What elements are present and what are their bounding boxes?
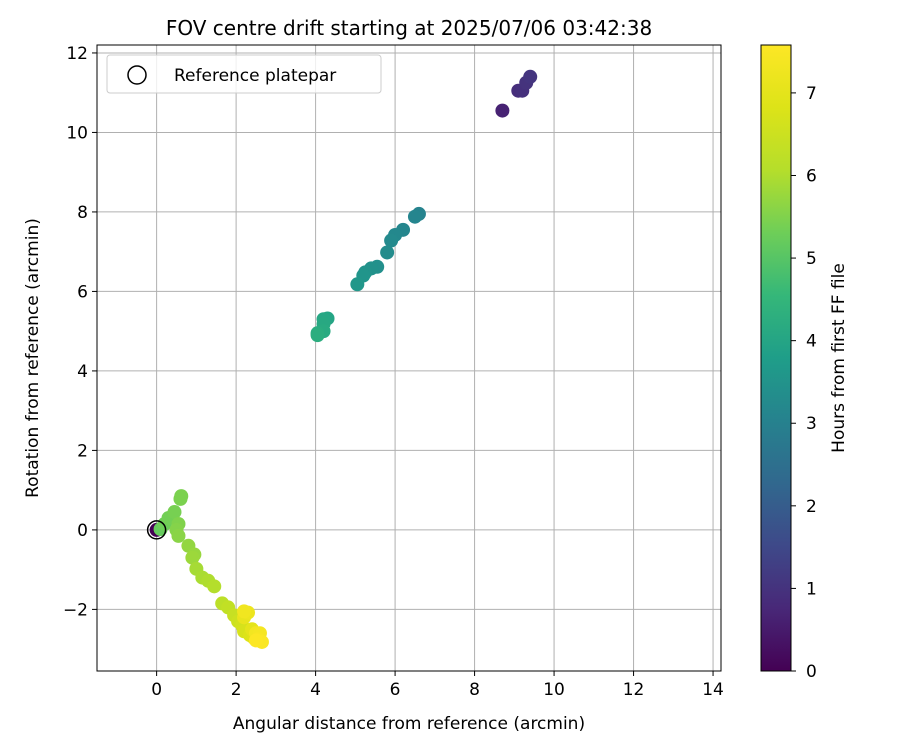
data-point bbox=[407, 209, 422, 224]
colorbar-frame bbox=[760, 44, 792, 672]
x-tick-label: 10 bbox=[543, 680, 565, 700]
data-point bbox=[167, 505, 182, 520]
legend-box bbox=[106, 54, 382, 94]
colorbar: 0 1 2 3 4 5 6 7 Hours from first FF file bbox=[760, 44, 849, 682]
chart-title: FOV centre drift starting at 2025/07/06 … bbox=[166, 16, 652, 40]
reference-marker bbox=[146, 520, 167, 540]
data-point bbox=[495, 103, 510, 118]
scatter-points bbox=[146, 69, 538, 649]
colorbar-ticks: 0 1 2 3 4 5 6 7 bbox=[791, 84, 817, 682]
data-point bbox=[248, 633, 263, 648]
y-axis-label: Rotation from reference (arcmin) bbox=[23, 218, 43, 498]
x-tick-label: 2 bbox=[231, 680, 242, 700]
colorbar-gradient bbox=[761, 45, 791, 671]
colorbar-tick-label: 7 bbox=[806, 84, 817, 104]
y-tick-label: 6 bbox=[77, 282, 88, 302]
y-tick-label: −2 bbox=[63, 600, 88, 620]
data-point bbox=[174, 489, 189, 504]
x-tick-label: 0 bbox=[151, 680, 162, 700]
y-tick-label: 0 bbox=[77, 521, 88, 541]
x-tick-label: 4 bbox=[310, 680, 321, 700]
y-tick-label: 4 bbox=[77, 362, 88, 382]
x-tick-label: 8 bbox=[469, 680, 480, 700]
data-point bbox=[185, 550, 200, 565]
legend: Reference platepar bbox=[106, 54, 382, 94]
colorbar-tick-label: 3 bbox=[806, 414, 817, 434]
data-point bbox=[380, 245, 395, 260]
data-point bbox=[310, 328, 325, 343]
colorbar-tick-label: 4 bbox=[806, 332, 817, 352]
x-axis-ticks: 0 2 4 6 8 10 12 14 bbox=[151, 671, 724, 700]
legend-marker bbox=[127, 65, 147, 85]
colorbar-tick-label: 0 bbox=[806, 662, 817, 682]
x-tick-label: 6 bbox=[390, 680, 401, 700]
x-axis-label: Angular distance from reference (arcmin) bbox=[233, 714, 585, 734]
colorbar-label: Hours from first FF file bbox=[829, 263, 849, 453]
x-tick-label: 12 bbox=[623, 680, 645, 700]
y-tick-label: 12 bbox=[66, 44, 88, 64]
y-tick-label: 10 bbox=[66, 123, 88, 143]
plot-frame bbox=[96, 44, 722, 672]
data-point bbox=[384, 233, 399, 248]
colorbar-tick-label: 2 bbox=[806, 497, 817, 517]
grid-lines bbox=[97, 45, 721, 671]
data-point bbox=[207, 579, 222, 594]
y-tick-label: 8 bbox=[77, 203, 88, 223]
x-tick-label: 14 bbox=[702, 680, 724, 700]
y-axis-ticks: −2 0 2 4 6 8 10 12 bbox=[63, 44, 97, 620]
colorbar-tick-label: 6 bbox=[806, 166, 817, 186]
data-point bbox=[523, 69, 538, 84]
colorbar-tick-label: 1 bbox=[806, 579, 817, 599]
data-point bbox=[171, 528, 186, 543]
legend-label: Reference platepar bbox=[174, 66, 336, 86]
data-point bbox=[237, 604, 252, 619]
data-point bbox=[350, 277, 365, 292]
colorbar-tick-label: 5 bbox=[806, 249, 817, 269]
y-tick-label: 2 bbox=[77, 441, 88, 461]
